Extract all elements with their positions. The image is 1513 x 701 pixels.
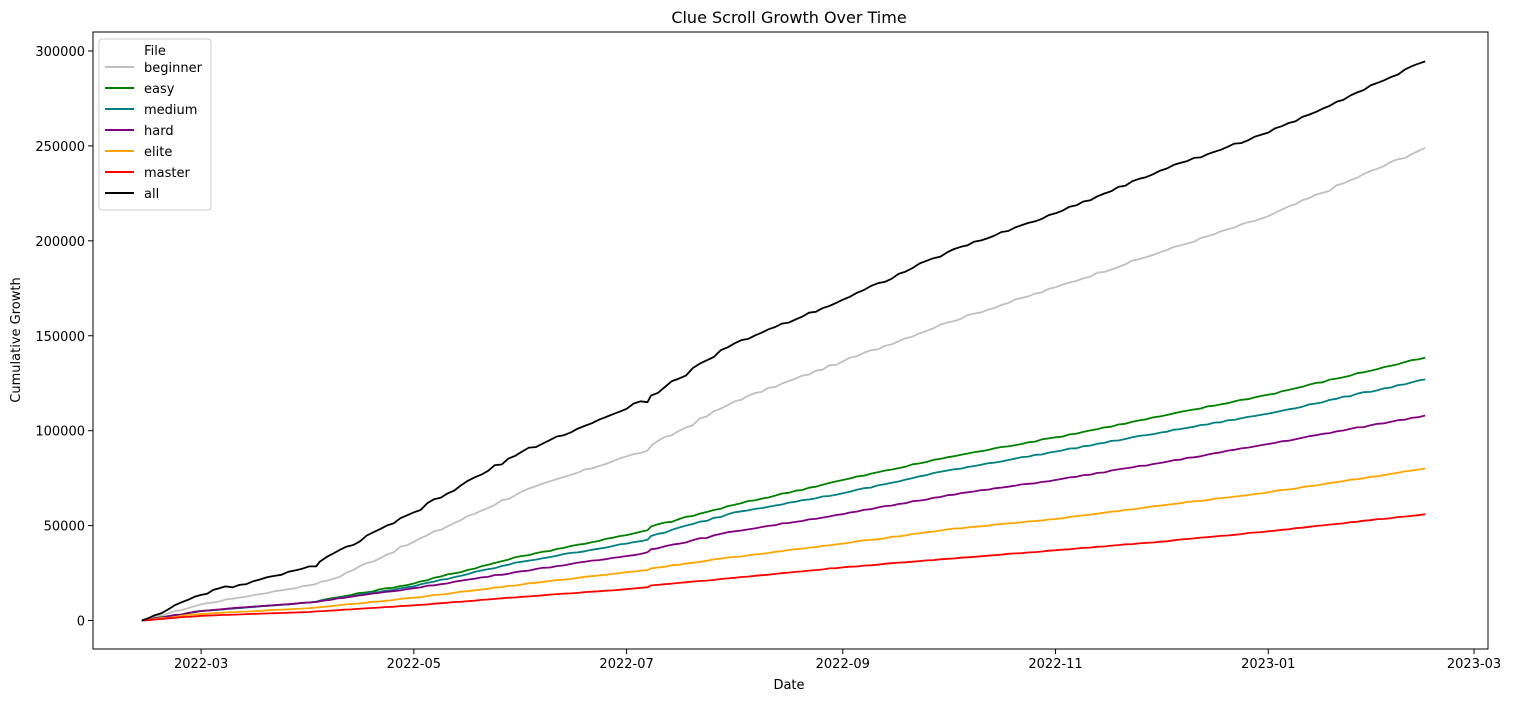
plot-area (93, 32, 1488, 649)
chart-title: Clue Scroll Growth Over Time (671, 8, 906, 27)
y-tick-label: 100000 (35, 425, 85, 440)
legend-box (98, 38, 212, 211)
x-tick-label: 2022-07 (599, 657, 653, 672)
legend-label-hard: hard (144, 124, 174, 139)
legend-label-easy: easy (144, 82, 175, 97)
x-tick-label: 2023-03 (1447, 657, 1501, 672)
series-line-master (141, 513, 1426, 622)
legend-label-master: master (144, 166, 190, 181)
y-axis: 0 50000 100000 150000 200000 250000 300000 (35, 45, 93, 630)
y-tick-label: 50000 (44, 520, 85, 535)
legend-label-beginner: beginner (144, 61, 203, 76)
y-axis-label: Cumulative Growth (9, 277, 24, 402)
series-layer (141, 60, 1426, 622)
y-tick-label: 200000 (35, 235, 85, 250)
series-line-all (141, 60, 1426, 622)
x-tick-label: 2022-09 (816, 657, 870, 672)
series-line-hard (141, 414, 1426, 622)
legend-label-medium: medium (144, 103, 197, 118)
legend-title: File (144, 44, 166, 59)
y-tick-label: 250000 (35, 140, 85, 155)
x-axis: 2022-03 2022-05 2022-07 2022-09 2022-11 2023-… (174, 649, 1501, 672)
y-tick-label: 150000 (35, 330, 85, 345)
series-line-beginner (141, 146, 1426, 622)
x-tick-label: 2022-05 (387, 657, 441, 672)
legend: File beginner easy medium hard elite master al… (98, 38, 212, 211)
series-line-elite (141, 467, 1426, 622)
legend-label-elite: elite (144, 145, 172, 160)
y-tick-label: 300000 (35, 45, 85, 60)
x-tick-label: 2023-01 (1241, 657, 1295, 672)
plot-border (92, 31, 1489, 650)
legend-items: beginner easy medium hard elite master all (105, 61, 203, 202)
legend-label-all: all (144, 187, 159, 202)
x-tick-label: 2022-11 (1028, 657, 1082, 672)
y-tick-label: 0 (77, 615, 85, 630)
series-line-easy (141, 356, 1426, 622)
x-tick-label: 2022-03 (174, 657, 228, 672)
x-axis-label: Date (773, 678, 804, 693)
